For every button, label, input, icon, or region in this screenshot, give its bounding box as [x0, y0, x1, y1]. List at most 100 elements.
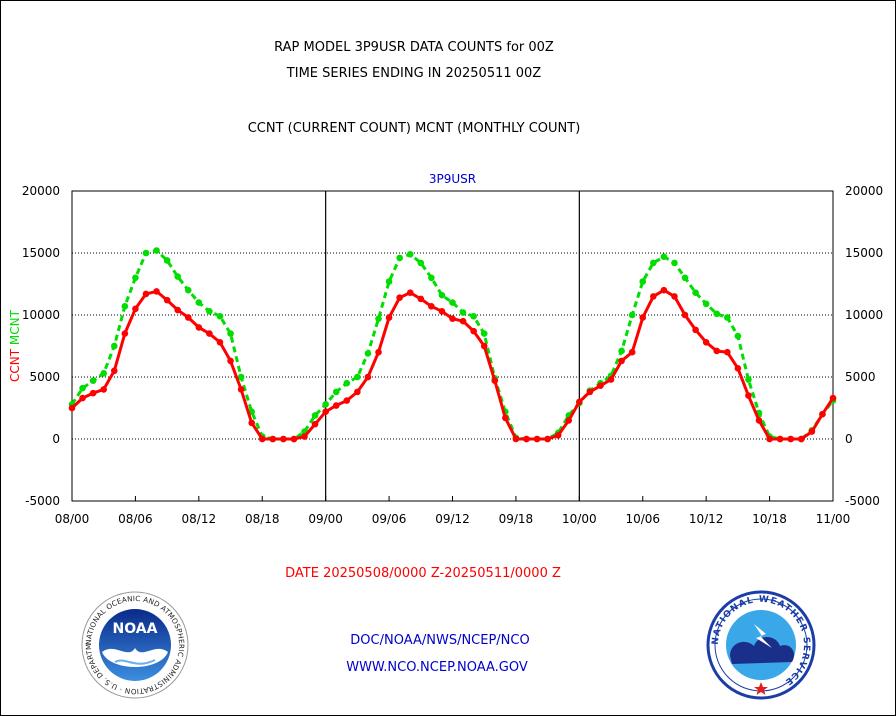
- data-point-mcnt: [375, 315, 382, 323]
- data-point-ccnt: [364, 373, 372, 381]
- data-point-ccnt: [650, 293, 657, 300]
- data-point-ccnt: [184, 314, 192, 321]
- data-point-ccnt: [607, 376, 615, 383]
- header-title-line2: TIME SERIES ENDING IN 20250511 00Z: [286, 66, 542, 81]
- header-title-line3: CCNT (CURRENT COUNT) MCNT (MONTHLY COUNT…: [247, 121, 581, 136]
- data-point-ccnt: [354, 388, 361, 396]
- data-point-ccnt: [206, 330, 213, 337]
- data-point-ccnt: [438, 307, 446, 315]
- data-point-ccnt: [787, 435, 795, 443]
- data-point-ccnt: [417, 295, 425, 303]
- y-tick-label-left: 20000: [22, 184, 60, 198]
- x-tick-label: 10/18: [752, 512, 787, 526]
- data-point-ccnt: [713, 347, 721, 355]
- data-point-ccnt: [153, 288, 160, 295]
- data-point-mcnt: [449, 299, 456, 306]
- data-point-mcnt: [163, 257, 171, 264]
- y-axis-label-mcnt: MCNT: [8, 309, 22, 345]
- data-point-mcnt: [385, 278, 393, 285]
- data-point-mcnt: [724, 314, 731, 321]
- data-point-mcnt: [438, 291, 446, 299]
- data-point-mcnt: [311, 412, 319, 419]
- data-point-mcnt: [681, 274, 689, 282]
- data-point-mcnt: [206, 307, 213, 315]
- data-point-mcnt: [428, 274, 435, 282]
- data-point-ccnt: [142, 290, 150, 298]
- data-point-mcnt: [734, 332, 742, 340]
- data-point-mcnt: [660, 253, 668, 261]
- data-point-mcnt: [89, 377, 97, 385]
- noaa-logo: NATIONAL OCEANIC AND ATMOSPHERIC ADMINIS…: [80, 590, 189, 699]
- data-point-ccnt: [797, 435, 805, 443]
- data-point-ccnt: [512, 435, 520, 443]
- data-point-ccnt: [639, 314, 647, 321]
- data-point-ccnt: [248, 419, 255, 427]
- data-point-ccnt: [671, 293, 678, 300]
- data-point-ccnt: [459, 317, 467, 325]
- data-point-mcnt: [650, 259, 657, 267]
- data-point-ccnt: [628, 348, 636, 356]
- data-point-ccnt: [375, 348, 382, 356]
- data-point-mcnt: [354, 373, 361, 381]
- data-point-ccnt: [301, 433, 308, 440]
- y-tick-label-right: 15000: [845, 246, 883, 260]
- data-point-mcnt: [237, 373, 245, 381]
- data-point-ccnt: [79, 394, 86, 402]
- data-point-mcnt: [618, 347, 625, 355]
- chart-title: 3P9USR: [429, 172, 476, 186]
- data-point-ccnt: [216, 338, 224, 346]
- data-point-ccnt: [332, 402, 340, 409]
- x-tick-label: 10/06: [625, 512, 660, 526]
- y-tick-label-left: 10000: [22, 308, 60, 322]
- data-point-mcnt: [184, 286, 192, 294]
- data-point-mcnt: [671, 259, 678, 267]
- data-point-ccnt: [269, 435, 277, 443]
- x-tick-label: 08/00: [55, 512, 90, 526]
- x-tick-label: 10/12: [689, 512, 724, 526]
- data-point-mcnt: [396, 254, 403, 262]
- series-line-mcnt: [70, 249, 835, 441]
- data-point-mcnt: [216, 312, 224, 320]
- data-point-mcnt: [322, 400, 329, 408]
- data-point-ccnt: [618, 357, 625, 365]
- data-point-ccnt: [533, 435, 541, 443]
- data-point-ccnt: [576, 398, 583, 406]
- date-range-label: DATE 20250508/0000 Z-20250511/0000 Z: [285, 566, 561, 581]
- data-point-ccnt: [428, 303, 435, 310]
- data-point-ccnt: [322, 408, 329, 416]
- x-tick-label: 08/12: [182, 512, 217, 526]
- y-axis-label: CCNT MCNT: [8, 309, 22, 382]
- data-point-ccnt: [396, 294, 403, 301]
- x-tick-label: 09/12: [435, 512, 470, 526]
- data-point-ccnt: [132, 305, 139, 313]
- x-tick-label: 09/18: [499, 512, 534, 526]
- data-point-mcnt: [343, 379, 351, 387]
- data-point-mcnt: [79, 384, 86, 392]
- data-point-ccnt: [163, 296, 171, 304]
- data-point-ccnt: [660, 286, 668, 294]
- data-point-ccnt: [586, 388, 594, 396]
- data-point-mcnt: [702, 300, 710, 308]
- data-point-ccnt: [597, 382, 604, 389]
- data-point-mcnt: [142, 249, 150, 257]
- data-point-ccnt: [470, 327, 477, 335]
- data-point-ccnt: [121, 330, 129, 337]
- data-point-ccnt: [280, 435, 287, 443]
- y-tick-label-right: -5000: [845, 494, 880, 508]
- data-point-mcnt: [174, 273, 181, 280]
- data-point-mcnt: [406, 250, 414, 258]
- data-point-mcnt: [628, 311, 636, 319]
- data-point-ccnt: [68, 404, 76, 412]
- data-point-mcnt: [227, 330, 234, 337]
- data-point-mcnt: [480, 330, 488, 337]
- data-point-mcnt: [470, 312, 477, 320]
- data-point-ccnt: [544, 435, 551, 443]
- y-tick-label-right: 5000: [845, 370, 876, 384]
- data-point-ccnt: [237, 386, 245, 393]
- data-point-ccnt: [681, 311, 689, 319]
- data-point-ccnt: [343, 397, 351, 404]
- data-point-ccnt: [406, 289, 414, 296]
- data-point-ccnt: [227, 357, 234, 365]
- data-point-ccnt: [766, 435, 773, 443]
